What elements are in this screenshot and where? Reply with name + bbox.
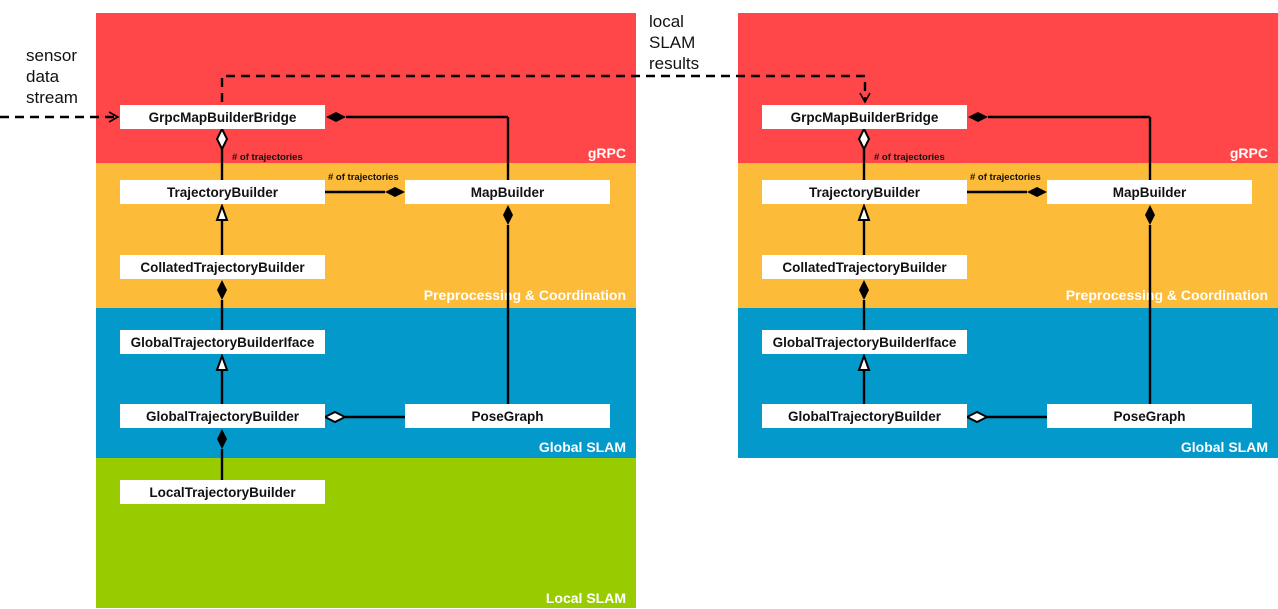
left-grpc-layer: gRPC: [96, 13, 636, 163]
left-local-slam-layer: Local SLAM: [96, 458, 636, 608]
left-grpc-map-builder-bridge: GrpcMapBuilderBridge: [120, 105, 325, 129]
local-slam-results-annotation: local SLAM results: [649, 11, 699, 74]
sensor-data-stream-annotation: sensor data stream: [26, 45, 78, 108]
left-global-trajectory-builder: GlobalTrajectoryBuilder: [120, 404, 325, 428]
sensor-line-1: sensor: [26, 46, 78, 65]
right-grpc-label: gRPC: [1229, 145, 1268, 161]
left-global-trajectory-builder-iface: GlobalTrajectoryBuilderIface: [120, 330, 325, 354]
right-pose-graph: PoseGraph: [1047, 404, 1252, 428]
sensor-line-3: stream: [26, 88, 78, 107]
left-grpc-label: gRPC: [587, 145, 626, 161]
right-global-slam-label: Global SLAM: [1180, 439, 1268, 455]
left-collated-trajectory-builder: CollatedTrajectoryBuilder: [120, 255, 325, 279]
right-map-trajectories-label: # of trajectories: [970, 172, 1041, 183]
left-local-slam-label: Local SLAM: [545, 590, 626, 606]
left-local-trajectory-builder: LocalTrajectoryBuilder: [120, 480, 325, 504]
left-preprocessing-label: Preprocessing & Coordination: [423, 287, 626, 303]
left-bridge-trajectories-label: # of trajectories: [232, 152, 303, 163]
right-grpc-map-builder-bridge: GrpcMapBuilderBridge: [762, 105, 967, 129]
sensor-line-2: data: [26, 67, 60, 86]
right-trajectory-builder: TrajectoryBuilder: [762, 180, 967, 204]
results-line-2: SLAM: [649, 33, 696, 52]
right-global-trajectory-builder: GlobalTrajectoryBuilder: [762, 404, 967, 428]
right-map-builder: MapBuilder: [1047, 180, 1252, 204]
left-trajectory-builder: TrajectoryBuilder: [120, 180, 325, 204]
results-line-3: results: [649, 54, 700, 73]
right-preprocessing-label: Preprocessing & Coordination: [1065, 287, 1268, 303]
left-map-trajectories-label: # of trajectories: [328, 172, 399, 183]
right-bridge-trajectories-label: # of trajectories: [874, 152, 945, 163]
results-line-1: local: [649, 12, 684, 31]
left-pose-graph: PoseGraph: [405, 404, 610, 428]
right-collated-trajectory-builder: CollatedTrajectoryBuilder: [762, 255, 967, 279]
right-global-trajectory-builder-iface: GlobalTrajectoryBuilderIface: [762, 330, 967, 354]
left-global-slam-label: Global SLAM: [538, 439, 626, 455]
right-grpc-layer: gRPC: [738, 13, 1278, 163]
left-map-builder: MapBuilder: [405, 180, 610, 204]
